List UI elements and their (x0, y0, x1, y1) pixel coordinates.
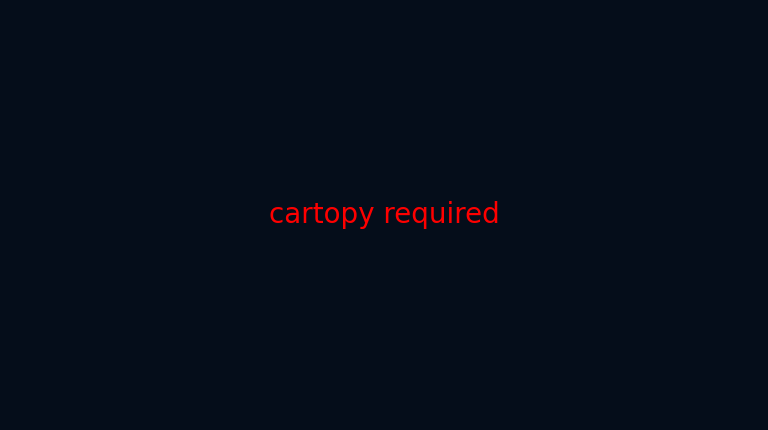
Text: cartopy required: cartopy required (269, 201, 499, 229)
